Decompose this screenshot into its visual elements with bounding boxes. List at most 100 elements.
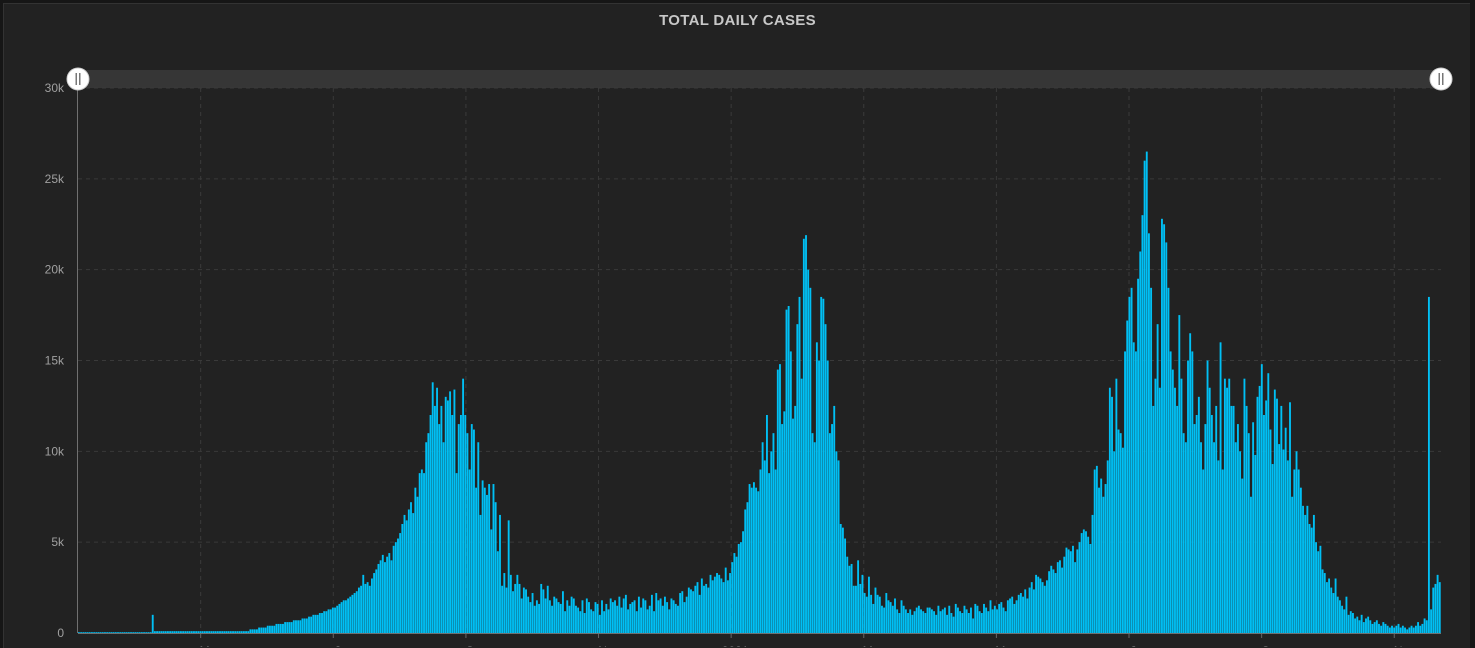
bar	[1032, 589, 1035, 633]
bar	[967, 613, 970, 633]
bar	[1241, 478, 1244, 633]
bar	[690, 589, 692, 633]
bar	[1282, 449, 1285, 633]
bar	[410, 502, 412, 633]
bar	[1221, 469, 1224, 633]
bar	[1430, 609, 1433, 633]
bar	[1412, 627, 1415, 633]
bar	[865, 596, 868, 633]
bar	[1399, 627, 1402, 633]
bar	[357, 587, 360, 633]
bar	[303, 618, 306, 633]
bar	[1295, 451, 1298, 633]
bar	[659, 598, 662, 633]
bar	[792, 418, 794, 633]
bar	[1356, 616, 1359, 633]
bar	[1187, 360, 1189, 633]
bar	[99, 632, 102, 633]
bar	[1234, 442, 1237, 633]
bar	[1150, 287, 1153, 633]
bar	[935, 614, 938, 633]
range-slider-track[interactable]	[78, 70, 1441, 88]
bar	[117, 632, 119, 633]
bar	[1421, 623, 1424, 633]
range-slider-end-handle[interactable]	[1429, 67, 1453, 91]
bar	[1423, 618, 1426, 633]
bar	[271, 625, 274, 633]
bar	[427, 433, 430, 633]
y-tick-label: 0	[57, 626, 64, 640]
bar	[624, 594, 627, 633]
bar	[863, 593, 866, 633]
bar	[807, 269, 810, 633]
bar	[540, 583, 543, 633]
bar	[1030, 582, 1033, 633]
bar	[648, 605, 651, 633]
bar	[108, 632, 111, 633]
bar	[1056, 562, 1059, 633]
bar	[611, 602, 614, 633]
bar	[1388, 627, 1391, 633]
bar	[468, 469, 471, 633]
bar	[666, 602, 669, 633]
bar	[928, 607, 931, 633]
bar	[145, 632, 148, 633]
bar	[644, 600, 647, 633]
bar	[1239, 451, 1242, 633]
bar	[881, 605, 883, 633]
bar	[889, 602, 892, 633]
bar	[216, 631, 219, 633]
bar	[1128, 296, 1131, 633]
bar	[681, 591, 684, 633]
x-tick-label: N	[1394, 644, 1403, 647]
bar	[397, 538, 399, 633]
bar	[568, 605, 571, 633]
bar	[941, 609, 944, 633]
bar	[433, 405, 436, 633]
bar	[223, 631, 226, 633]
bar	[1393, 627, 1396, 633]
bar	[1178, 315, 1181, 633]
bar	[245, 631, 247, 633]
bar	[1427, 296, 1430, 633]
bar	[1078, 542, 1081, 633]
range-slider[interactable]	[66, 67, 1453, 91]
bar	[1289, 402, 1291, 633]
bar	[948, 605, 951, 633]
range-slider-start-handle[interactable]	[66, 67, 90, 91]
bar	[742, 531, 745, 633]
bar	[800, 378, 803, 633]
bar	[776, 369, 779, 633]
bar	[1102, 496, 1105, 633]
bar	[789, 351, 792, 633]
bar	[349, 596, 352, 633]
bar	[1293, 469, 1296, 633]
bar	[1106, 460, 1109, 633]
bar	[86, 632, 89, 633]
bar	[726, 580, 729, 633]
bar	[407, 509, 410, 633]
bar	[868, 576, 870, 633]
bar	[264, 627, 267, 633]
bar	[822, 298, 825, 633]
bar	[119, 632, 122, 633]
bar	[811, 433, 814, 633]
bar	[277, 623, 280, 633]
bar	[212, 631, 215, 633]
bar	[459, 415, 462, 633]
bar	[1319, 545, 1322, 633]
bar	[1217, 460, 1220, 633]
bar	[1365, 618, 1367, 633]
bar	[355, 591, 358, 633]
bar	[1373, 622, 1376, 633]
bar	[1334, 578, 1337, 633]
bar	[436, 387, 438, 633]
bar	[512, 591, 514, 633]
bar	[1050, 565, 1053, 633]
bar	[553, 596, 556, 633]
bar	[983, 603, 985, 633]
bar	[1271, 464, 1274, 633]
bar	[779, 364, 781, 633]
bar	[95, 632, 98, 633]
bar	[729, 573, 731, 633]
